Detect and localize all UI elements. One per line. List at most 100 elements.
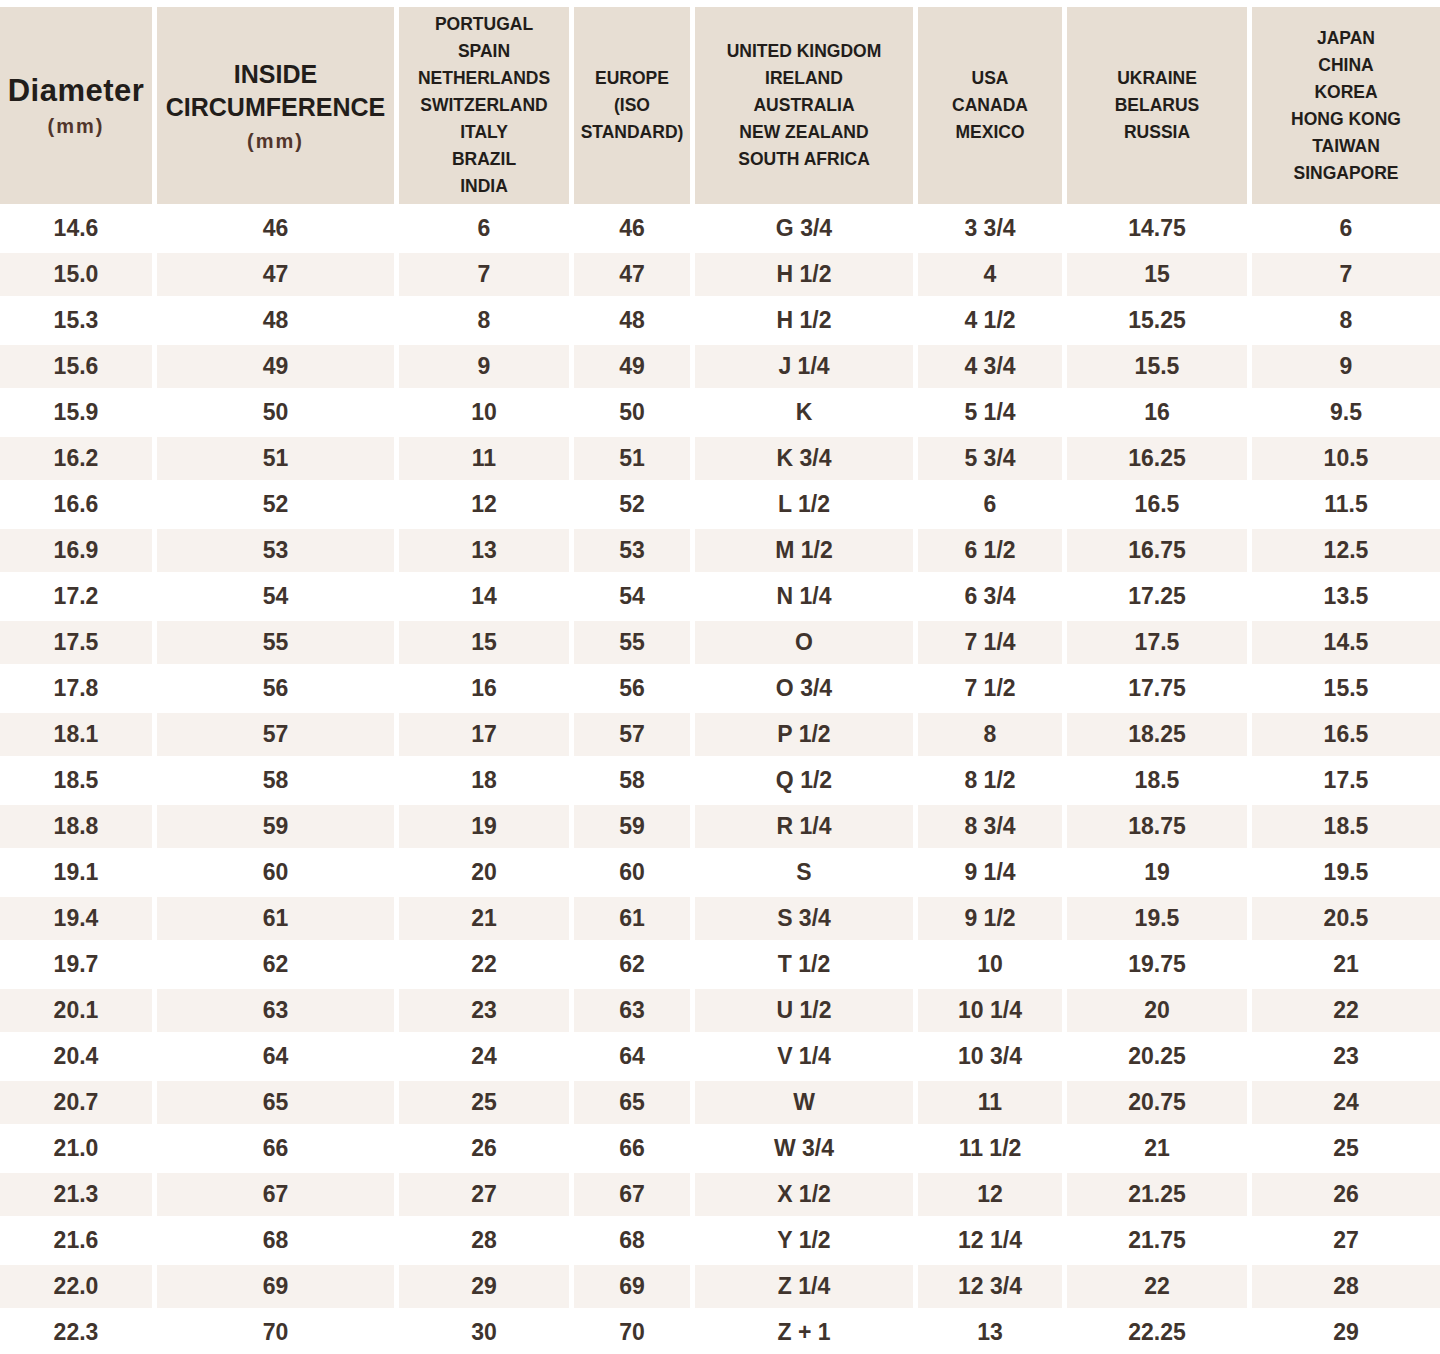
column-header-unit: (mm) <box>247 130 304 153</box>
cell-uk-group: O 3/4 <box>695 667 913 710</box>
cell-uk-group: W 3/4 <box>695 1127 913 1170</box>
cell-usa-group: 6 3/4 <box>918 575 1062 618</box>
table-row: 19.7622262T 1/21019.7521 <box>0 943 1440 986</box>
cell-inside-circumference: 50 <box>157 391 394 434</box>
cell-inside-circumference: 52 <box>157 483 394 526</box>
column-header-line: EUROPE <box>595 65 669 92</box>
cell-ukraine-group: 20 <box>1067 989 1247 1032</box>
cell-portugal-group: 9 <box>399 345 569 388</box>
column-header-line: BRAZIL <box>452 146 516 173</box>
cell-japan-group: 19.5 <box>1252 851 1440 894</box>
table-row: 14.646646G 3/43 3/414.756 <box>0 207 1440 250</box>
table-row: 20.1632363U 1/210 1/42022 <box>0 989 1440 1032</box>
cell-portugal-group: 10 <box>399 391 569 434</box>
cell-usa-group: 7 1/4 <box>918 621 1062 664</box>
cell-ukraine-group: 21.25 <box>1067 1173 1247 1216</box>
cell-europe-iso: 56 <box>574 667 690 710</box>
cell-diameter: 17.2 <box>0 575 152 618</box>
cell-usa-group: 8 1/2 <box>918 759 1062 802</box>
cell-uk-group: P 1/2 <box>695 713 913 756</box>
table-row: 17.8561656O 3/47 1/217.7515.5 <box>0 667 1440 710</box>
cell-ukraine-group: 18.5 <box>1067 759 1247 802</box>
cell-uk-group: R 1/4 <box>695 805 913 848</box>
cell-uk-group: L 1/2 <box>695 483 913 526</box>
column-header-line: IRELAND <box>765 65 843 92</box>
cell-ukraine-group: 21.75 <box>1067 1219 1247 1262</box>
cell-portugal-group: 29 <box>399 1265 569 1308</box>
cell-uk-group: H 1/2 <box>695 253 913 296</box>
cell-portugal-group: 19 <box>399 805 569 848</box>
cell-portugal-group: 13 <box>399 529 569 572</box>
cell-japan-group: 20.5 <box>1252 897 1440 940</box>
cell-uk-group: S <box>695 851 913 894</box>
cell-ukraine-group: 15.5 <box>1067 345 1247 388</box>
table-row: 22.0692969Z 1/412 3/42228 <box>0 1265 1440 1308</box>
cell-usa-group: 6 1/2 <box>918 529 1062 572</box>
cell-inside-circumference: 59 <box>157 805 394 848</box>
table-row: 15.649949J 1/44 3/415.59 <box>0 345 1440 388</box>
cell-diameter: 17.5 <box>0 621 152 664</box>
cell-usa-group: 4 <box>918 253 1062 296</box>
cell-japan-group: 9.5 <box>1252 391 1440 434</box>
column-header-line: AUSTRALIA <box>753 92 854 119</box>
table-row: 18.1571757P 1/2818.2516.5 <box>0 713 1440 756</box>
cell-inside-circumference: 56 <box>157 667 394 710</box>
table-row: 18.8591959R 1/48 3/418.7518.5 <box>0 805 1440 848</box>
cell-europe-iso: 53 <box>574 529 690 572</box>
cell-portugal-group: 6 <box>399 207 569 250</box>
cell-europe-iso: 46 <box>574 207 690 250</box>
cell-diameter: 18.1 <box>0 713 152 756</box>
column-header-portugal-group: PORTUGALSPAINNETHERLANDSSWITZERLANDITALY… <box>399 7 569 204</box>
cell-japan-group: 18.5 <box>1252 805 1440 848</box>
column-header-line: HONG KONG <box>1291 106 1401 133</box>
cell-inside-circumference: 51 <box>157 437 394 480</box>
cell-ukraine-group: 16.75 <box>1067 529 1247 572</box>
cell-inside-circumference: 55 <box>157 621 394 664</box>
cell-portugal-group: 14 <box>399 575 569 618</box>
table-row: 16.6521252L 1/2616.511.5 <box>0 483 1440 526</box>
cell-japan-group: 13.5 <box>1252 575 1440 618</box>
cell-ukraine-group: 14.75 <box>1067 207 1247 250</box>
cell-diameter: 16.9 <box>0 529 152 572</box>
cell-portugal-group: 15 <box>399 621 569 664</box>
cell-europe-iso: 61 <box>574 897 690 940</box>
column-header-diameter: Diameter(mm) <box>0 7 152 204</box>
cell-inside-circumference: 68 <box>157 1219 394 1262</box>
cell-japan-group: 26 <box>1252 1173 1440 1216</box>
cell-europe-iso: 48 <box>574 299 690 342</box>
table-row: 15.348848H 1/24 1/215.258 <box>0 299 1440 342</box>
cell-uk-group: W <box>695 1081 913 1124</box>
cell-japan-group: 29 <box>1252 1311 1440 1354</box>
cell-usa-group: 9 1/4 <box>918 851 1062 894</box>
column-header-line: NEW ZEALAND <box>739 119 868 146</box>
column-header-line: SOUTH AFRICA <box>738 146 870 173</box>
cell-usa-group: 11 <box>918 1081 1062 1124</box>
cell-europe-iso: 54 <box>574 575 690 618</box>
cell-ukraine-group: 18.75 <box>1067 805 1247 848</box>
cell-inside-circumference: 58 <box>157 759 394 802</box>
cell-portugal-group: 23 <box>399 989 569 1032</box>
cell-europe-iso: 51 <box>574 437 690 480</box>
cell-inside-circumference: 46 <box>157 207 394 250</box>
cell-diameter: 15.9 <box>0 391 152 434</box>
table-row: 19.4612161S 3/49 1/219.520.5 <box>0 897 1440 940</box>
cell-portugal-group: 20 <box>399 851 569 894</box>
column-header-line: UNITED KINGDOM <box>727 38 882 65</box>
cell-portugal-group: 24 <box>399 1035 569 1078</box>
cell-diameter: 21.6 <box>0 1219 152 1262</box>
cell-inside-circumference: 49 <box>157 345 394 388</box>
cell-japan-group: 9 <box>1252 345 1440 388</box>
column-header-line: INDIA <box>460 173 508 200</box>
column-header-ukraine-group: UKRAINEBELARUSRUSSIA <box>1067 7 1247 204</box>
column-header-line: Diameter <box>8 73 145 109</box>
cell-usa-group: 10 3/4 <box>918 1035 1062 1078</box>
cell-uk-group: H 1/2 <box>695 299 913 342</box>
table-row: 15.9501050K5 1/4169.5 <box>0 391 1440 434</box>
column-header-inside-circumference: INSIDECIRCUMFERENCE(mm) <box>157 7 394 204</box>
cell-uk-group: M 1/2 <box>695 529 913 572</box>
column-header-usa-group: USACANADAMEXICO <box>918 7 1062 204</box>
cell-diameter: 16.2 <box>0 437 152 480</box>
cell-europe-iso: 67 <box>574 1173 690 1216</box>
cell-usa-group: 6 <box>918 483 1062 526</box>
cell-diameter: 21.0 <box>0 1127 152 1170</box>
